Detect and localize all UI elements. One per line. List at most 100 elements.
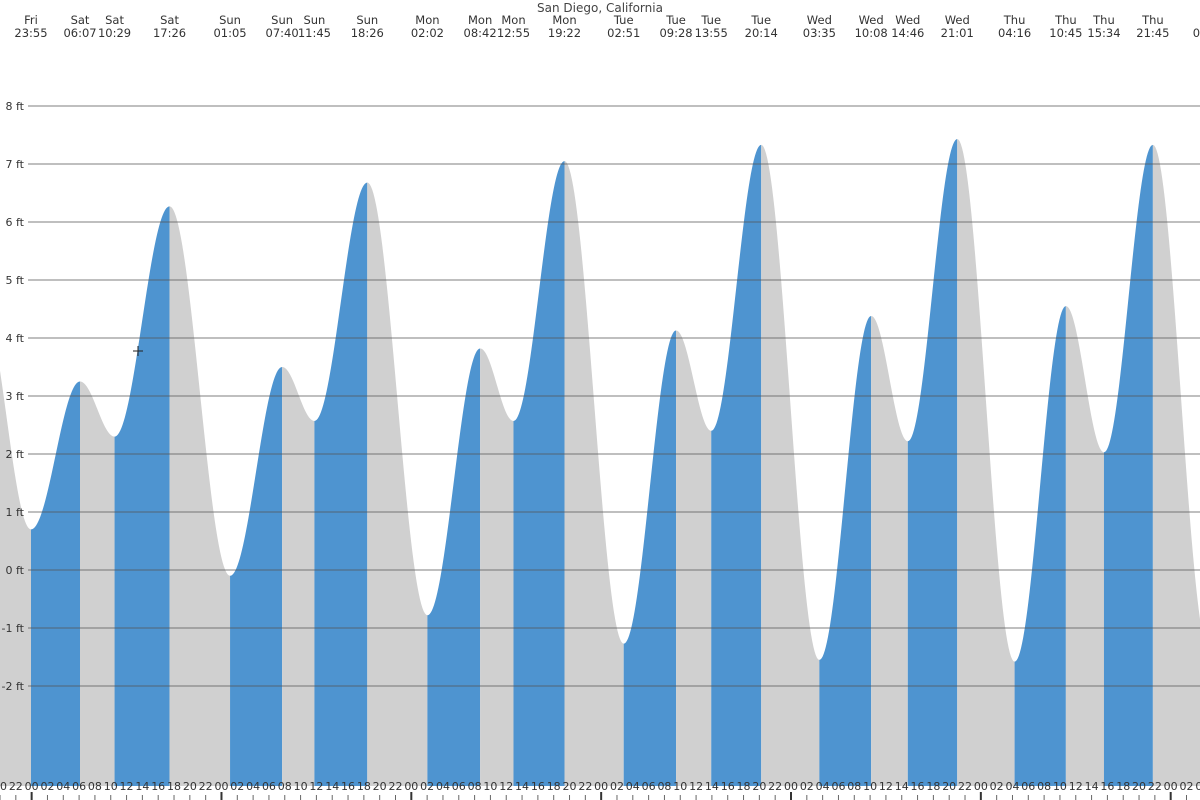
- hour-tick-label: 18: [167, 780, 181, 793]
- low-tide-label: Fri04:53: [1193, 26, 1200, 40]
- hour-tick-label: 20: [752, 780, 766, 793]
- rising-tide-segment: [230, 367, 283, 786]
- hour-tick-label: 14: [135, 780, 149, 793]
- event-day: Wed: [895, 13, 920, 27]
- hour-tick-label: 22: [578, 780, 592, 793]
- event-day: Tue: [665, 13, 686, 27]
- crosshair-cursor: [133, 346, 143, 356]
- hour-tick-label: 06: [831, 780, 845, 793]
- hour-tick-label: 12: [499, 780, 513, 793]
- event-time: 01:05: [213, 26, 246, 40]
- hour-tick-label: 12: [879, 780, 893, 793]
- hour-tick-label: 22: [199, 780, 213, 793]
- y-tick-label: -1 ft: [2, 622, 25, 635]
- hour-tick-label: 02: [230, 780, 244, 793]
- event-day: Wed: [807, 13, 832, 27]
- hour-tick-label: 16: [1100, 780, 1114, 793]
- hour-tick-label: 22: [389, 780, 403, 793]
- hour-tick-label: 04: [1195, 780, 1200, 793]
- event-time: 02:02: [411, 26, 444, 40]
- hour-tick-label: 00: [1164, 780, 1178, 793]
- falling-tide-segment: [676, 330, 712, 786]
- hour-tick-label: 14: [325, 780, 339, 793]
- event-time: 21:01: [941, 26, 974, 40]
- rising-tide-segment: [711, 144, 762, 787]
- hour-tick-label: 02: [990, 780, 1004, 793]
- falling-tide-segment: [1152, 144, 1200, 786]
- hour-tick-label: 20: [373, 780, 387, 793]
- hour-tick-label: 04: [436, 780, 450, 793]
- grid-layer: [28, 105, 1200, 687]
- event-time: 10:08: [855, 26, 888, 40]
- falling-tide-segment: [80, 381, 115, 786]
- event-time: 11:45: [298, 26, 331, 40]
- hour-tick-label: 00: [974, 780, 988, 793]
- y-tick-label: 0 ft: [6, 564, 25, 577]
- hour-tick-label: 06: [1021, 780, 1035, 793]
- hour-tick-label: 00: [594, 780, 608, 793]
- hour-tick-label: 14: [895, 780, 909, 793]
- event-day: Fri: [24, 13, 38, 27]
- event-time: 14:46: [891, 26, 924, 40]
- y-tick-label: 5 ft: [6, 274, 25, 287]
- hour-tick-label: 14: [705, 780, 719, 793]
- hour-tick-label: 16: [341, 780, 355, 793]
- event-day: Sun: [303, 13, 325, 27]
- hour-tick-label: 06: [452, 780, 466, 793]
- hour-tick-label: 06: [262, 780, 276, 793]
- rising-tide-segment: [427, 348, 481, 786]
- hour-tick-label: 16: [911, 780, 925, 793]
- hour-tick-label: 16: [531, 780, 545, 793]
- hour-tick-label: 20: [942, 780, 956, 793]
- y-tick-label: 4 ft: [6, 332, 25, 345]
- event-time: 12:55: [497, 26, 530, 40]
- rising-tide-segment: [513, 161, 565, 787]
- hour-tick-label: 08: [657, 780, 671, 793]
- event-day: Sun: [271, 13, 293, 27]
- y-tick-label: 2 ft: [6, 448, 25, 461]
- hour-tick-label: 10: [863, 780, 877, 793]
- y-tick-label: 6 ft: [6, 216, 25, 229]
- hour-tick-label: 04: [816, 780, 830, 793]
- falling-tide-segment: [1065, 306, 1104, 786]
- hour-tick-label: 04: [56, 780, 70, 793]
- rising-tide-segment: [1103, 144, 1153, 787]
- y-tick-label: -2 ft: [2, 680, 25, 693]
- falling-tide-segment: [282, 367, 315, 786]
- hour-axis: 2022000204060810121416182022000204060810…: [0, 780, 1200, 800]
- hour-tick-label: 18: [547, 780, 561, 793]
- falling-tide-segment: [0, 370, 31, 786]
- chart-title: San Diego, California: [537, 1, 663, 15]
- hour-tick-label: 02: [420, 780, 434, 793]
- hour-tick-label: 14: [515, 780, 529, 793]
- rising-tide-segment: [623, 330, 677, 786]
- event-time: 09:28: [659, 26, 692, 40]
- event-time: 23:55: [14, 26, 47, 40]
- event-time: 20:14: [745, 26, 778, 40]
- hour-tick-label: 12: [689, 780, 703, 793]
- event-time: 10:45: [1049, 26, 1082, 40]
- hour-tick-label: 06: [72, 780, 86, 793]
- falling-tide-segment: [367, 182, 428, 786]
- hour-tick-label: 06: [642, 780, 656, 793]
- hour-tick-label: 18: [1116, 780, 1130, 793]
- event-time: 10:29: [98, 26, 131, 40]
- event-day: Tue: [750, 13, 771, 27]
